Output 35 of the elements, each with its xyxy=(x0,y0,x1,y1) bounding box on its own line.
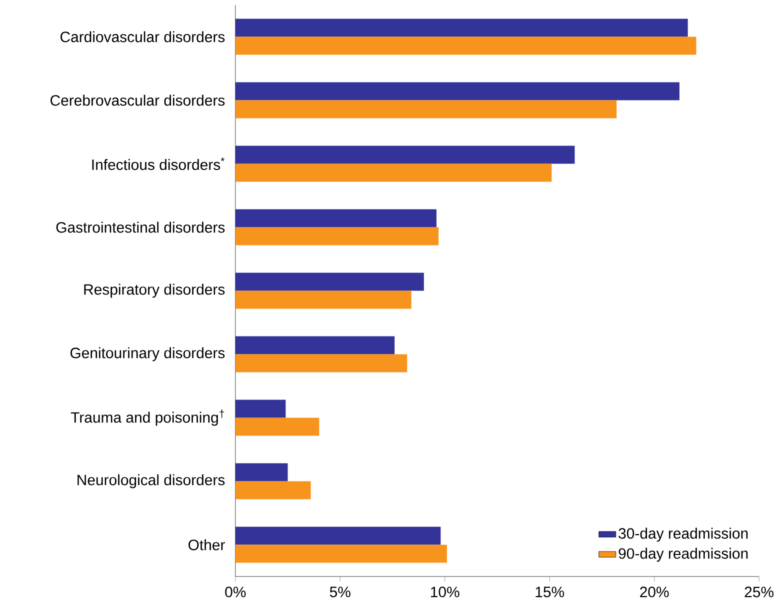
bar xyxy=(235,400,286,418)
x-tick-label: 20% xyxy=(640,586,669,598)
x-tick-label: 15% xyxy=(536,586,564,598)
x-tick-label: 25% xyxy=(744,586,774,598)
x-tick-label: 5% xyxy=(330,586,350,598)
y-tick-label: Gastrointestinal disorders xyxy=(56,222,225,233)
bar xyxy=(235,209,436,228)
y-tick-label: Other xyxy=(188,539,225,550)
legend-label: 90-day readmission xyxy=(618,548,748,562)
y-tick-label: Cerebrovascular disorders xyxy=(50,94,225,106)
bar xyxy=(235,463,288,482)
bar xyxy=(235,82,680,100)
y-tick-label: Cardiovascular disorders xyxy=(60,31,225,42)
bar xyxy=(235,418,320,436)
bar xyxy=(235,336,395,354)
bar xyxy=(235,146,575,164)
bar xyxy=(235,544,447,563)
bar xyxy=(235,526,441,545)
y-tick-label: Neurological disorders xyxy=(78,474,225,488)
y-tick-label: Trauma and poisoning$^{†}$ xyxy=(70,410,224,426)
bar xyxy=(235,18,688,37)
bar xyxy=(235,481,311,500)
bar xyxy=(235,100,617,118)
y-tick-label: Genitourinary disorders xyxy=(70,347,225,362)
bar xyxy=(235,290,412,309)
y-tick-label: Respiratory disorders xyxy=(84,284,225,298)
y-tick-label: Infectious disorders$^{*}$ xyxy=(92,157,225,170)
bar xyxy=(235,354,408,372)
x-tick-label: 10% xyxy=(431,586,460,598)
x-tick-label: 0% xyxy=(225,586,246,598)
bar xyxy=(235,227,439,246)
bar xyxy=(235,272,424,291)
bar xyxy=(235,36,696,54)
legend-label: 30-day readmission xyxy=(618,528,748,542)
bar xyxy=(235,164,552,182)
